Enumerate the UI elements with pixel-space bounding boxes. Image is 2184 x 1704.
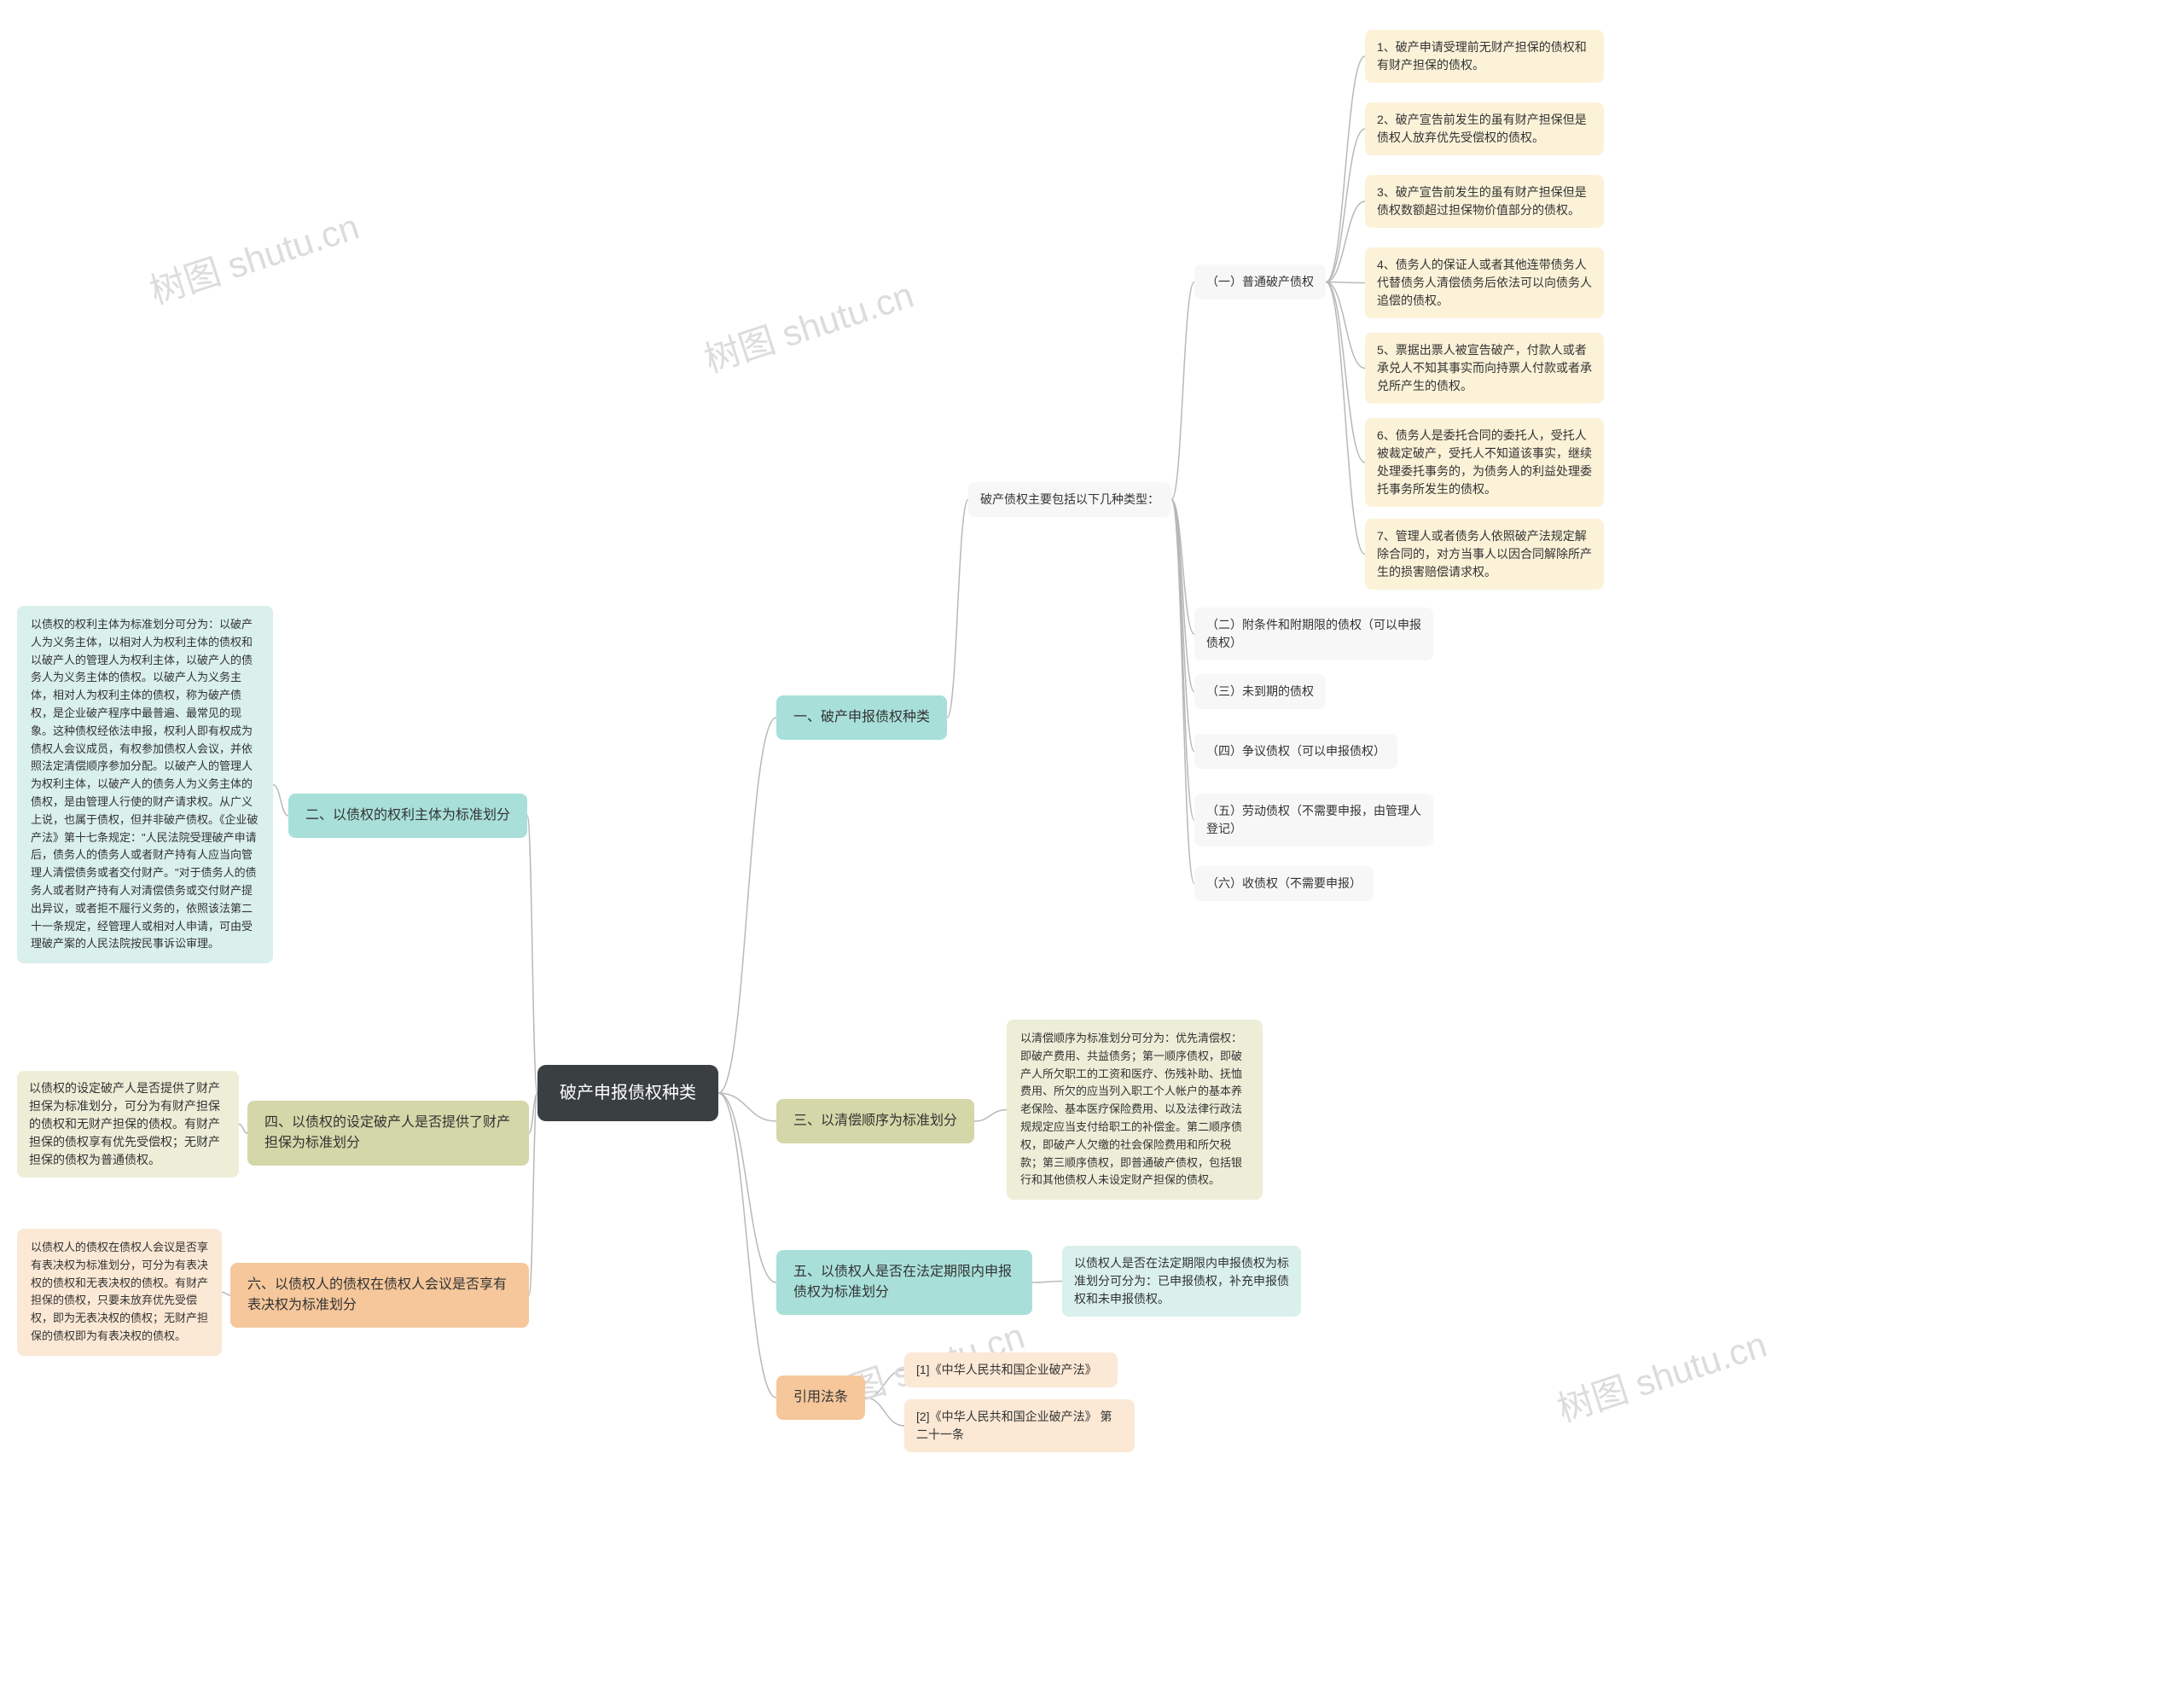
branch-1: 二、以债权的权利主体为标准划分 [288,794,527,838]
branch-0-child-0-sub-0-leaf-6: 7、管理人或者债务人依照破产法规定解除合同的，对方当事人以因合同解除所产生的损害… [1365,519,1604,590]
branch-0-child-0-sub-0-leaf-0: 1、破产申请受理前无财产担保的债权和有财产担保的债权。 [1365,30,1604,83]
branch-5: 六、以债权人的债权在债权人会议是否享有表决权为标准划分 [230,1263,529,1328]
branch-4-child-0: 以债权人是否在法定期限内申报债权为标准划分可分为：已申报债权，补充申报债权和未申… [1062,1246,1301,1317]
branch-3-child-0: 以债权的设定破产人是否提供了财产担保为标准划分，可分为有财产担保的债权和无财产担… [17,1071,239,1178]
branch-0-child-0-sub-0-leaf-4: 5、票据出票人被宣告破产，付款人或者承兑人不知其事实而向持票人付款或者承兑所产生… [1365,333,1604,404]
watermark-4: 树图 shutu.cn [1550,1316,1773,1433]
branch-4: 五、以债权人是否在法定期限内申报债权为标准划分 [776,1250,1032,1315]
branch-6-child-1: [2]《中华人民共和国企业破产法》 第二十一条 [904,1399,1135,1452]
branch-0-child-0-sub-3: （四）争议债权（可以申报债权） [1194,734,1397,769]
branch-0-child-0-sub-0-leaf-3: 4、债务人的保证人或者其他连带债务人代替债务人清偿债务后依法可以向债务人追偿的债… [1365,247,1604,318]
branch-3: 四、以债权的设定破产人是否提供了财产担保为标准划分 [247,1101,529,1166]
branch-0-child-0-sub-0-leaf-1: 2、破产宣告前发生的虽有财产担保但是债权人放弃优先受偿权的债权。 [1365,102,1604,155]
branch-0-child-0-sub-0-leaf-5: 6、债务人是委托合同的委托人，受托人被裁定破产，受托人不知道该事实，继续处理委托… [1365,418,1604,507]
branch-2: 三、以清偿顺序为标准划分 [776,1099,974,1143]
branch-5-child-0: 以债权人的债权在债权人会议是否享有表决权为标准划分，可分为有表决权的债权和无表决… [17,1229,222,1356]
branch-0-child-0: 破产债权主要包括以下几种类型： [968,482,1171,517]
branch-0-child-0-sub-4: （五）劳动债权（不需要申报，由管理人登记） [1194,794,1433,846]
branch-0: 一、破产申报债权种类 [776,695,947,740]
root-node: 破产申报债权种类 [537,1065,718,1121]
branch-6-child-0: [1]《中华人民共和国企业破产法》 [904,1352,1118,1387]
branch-6: 引用法条 [776,1375,865,1420]
branch-0-child-0-sub-1: （二）附条件和附期限的债权（可以申报债权） [1194,608,1433,660]
watermark-0: 树图 shutu.cn [142,198,365,315]
branch-0-child-0-sub-0: （一）普通破产债权 [1194,265,1326,300]
branch-0-child-0-sub-5: （六）收债权（不需要申报） [1194,866,1374,901]
branch-0-child-0-sub-2: （三）未到期的债权 [1194,674,1326,709]
branch-0-child-0-sub-0-leaf-2: 3、破产宣告前发生的虽有财产担保但是债权数额超过担保物价值部分的债权。 [1365,175,1604,228]
branch-1-child-0: 以债权的权利主体为标准划分可分为：以破产人为义务主体，以相对人为权利主体的债权和… [17,606,273,963]
watermark-1: 树图 shutu.cn [697,266,920,383]
branch-2-child-0: 以清偿顺序为标准划分可分为：优先清偿权：即破产费用、共益债务；第一顺序债权，即破… [1007,1020,1263,1200]
